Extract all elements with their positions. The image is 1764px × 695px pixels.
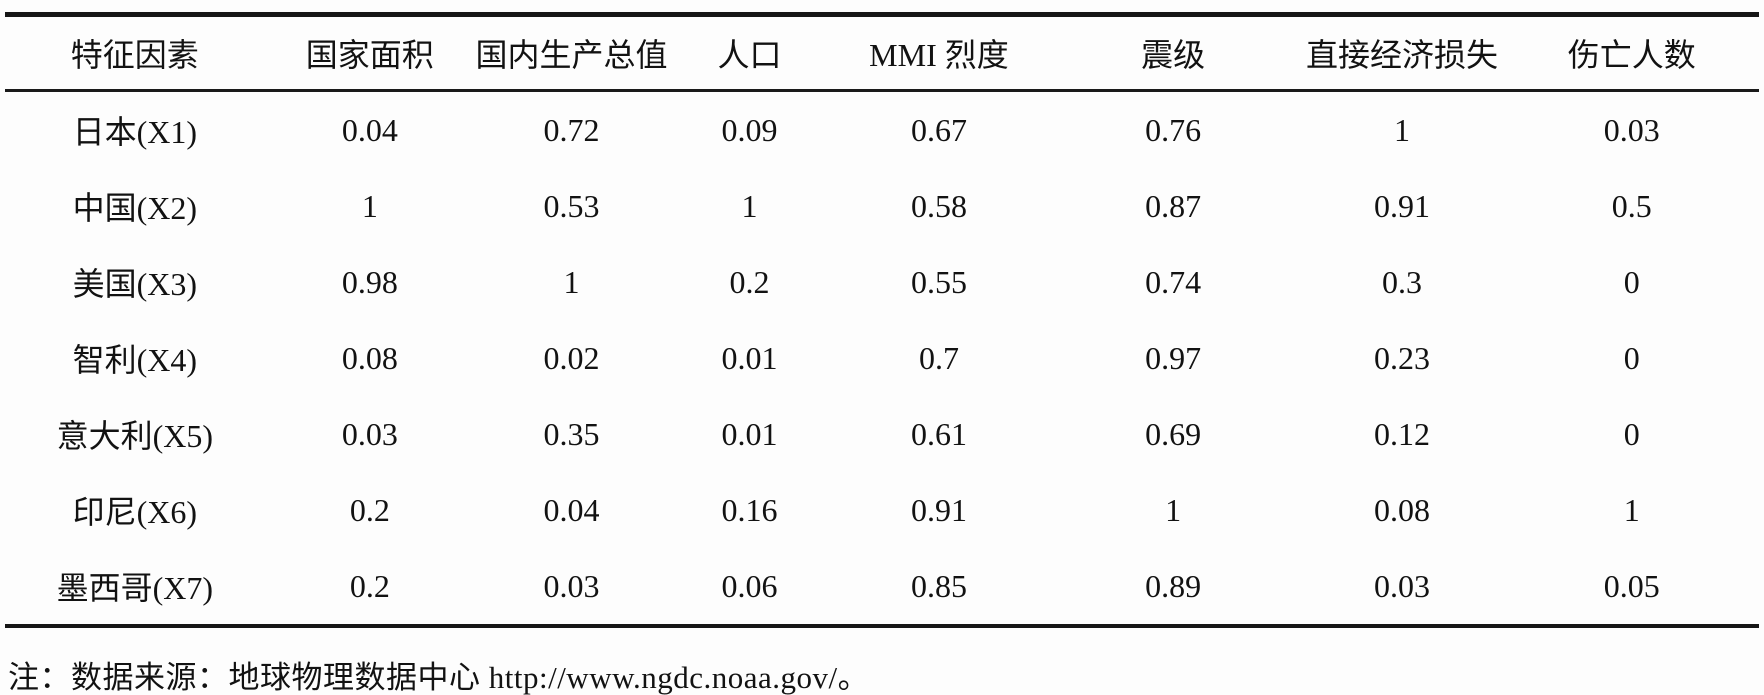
cell-value: 0.03 [1603,111,1660,148]
cell-value: 0.85 [910,567,967,604]
cell-value: 0.98 [341,263,398,300]
cell-value: 0 [1623,339,1640,376]
cell-value: 0.09 [721,111,778,148]
cell-value: 0.05 [1603,567,1660,604]
table-row-japan: 日本(X1) 0.04 0.72 0.09 0.67 0.76 1 0.03 [5,91,1759,169]
row-label: 中国(X2) [72,190,197,226]
cell-value: 0.16 [721,491,778,528]
cell-value: 0.04 [543,491,600,528]
row-label: 印尼(X6) [72,494,197,530]
cell-value: 1 [741,187,758,224]
row-label: 意大利(X5) [56,418,213,454]
cell-value: 0.03 [543,567,600,604]
cell-value: 0.12 [1373,415,1430,452]
cell-value: 0.2 [349,567,390,604]
cell-value: 0.7 [918,339,959,376]
cell-value: 0.74 [1145,263,1202,300]
cell-value: 0.91 [910,491,967,528]
cell-value: 0.87 [1145,187,1202,224]
cell-value: 0.2 [729,263,770,300]
column-header-population: 人口 [667,14,832,92]
cell-value: 0.97 [1145,339,1202,376]
column-header-country-area: 国家面积 [264,14,476,92]
feature-factor-table: 特征因素 国家面积 国内生产总值 人口 MMI 烈度 震级 直接经济损失 伤亡人… [5,12,1759,628]
column-header-mmi-intensity: MMI 烈度 [831,14,1047,92]
cell-value: 0.3 [1381,263,1422,300]
cell-value: 0.69 [1145,415,1202,452]
cell-value: 1 [1623,491,1640,528]
cell-value: 0.53 [543,187,600,224]
cell-value: 0.72 [543,111,600,148]
table-header-row: 特征因素 国家面积 国内生产总值 人口 MMI 烈度 震级 直接经济损失 伤亡人… [5,14,1759,92]
table-row-china: 中国(X2) 1 0.53 1 0.58 0.87 0.91 0.5 [5,168,1759,244]
cell-value: 0.02 [543,339,600,376]
cell-value: 0.23 [1373,339,1430,376]
cell-value: 0.01 [721,339,778,376]
cell-value: 0.08 [341,339,398,376]
cell-value: 0.91 [1373,187,1430,224]
cell-value: 1 [361,187,378,224]
table-row-usa: 美国(X3) 0.98 1 0.2 0.55 0.74 0.3 0 [5,244,1759,320]
cell-value: 1 [563,263,580,300]
cell-value: 0.08 [1373,491,1430,528]
column-header-direct-economic-loss: 直接经济损失 [1299,14,1505,92]
column-header-feature-factor: 特征因素 [5,14,265,92]
cell-value: 0.89 [1145,567,1202,604]
table-row-chile: 智利(X4) 0.08 0.02 0.01 0.7 0.97 0.23 0 [5,320,1759,396]
cell-value: 1 [1165,491,1182,528]
cell-value: 0.2 [349,491,390,528]
column-header-gdp: 国内生产总值 [475,14,668,92]
cell-value: 0.67 [910,111,967,148]
cell-value: 0.01 [721,415,778,452]
cell-value: 0.03 [341,415,398,452]
row-label: 美国(X3) [72,266,197,302]
cell-value: 1 [1393,111,1410,148]
cell-value: 0 [1623,263,1640,300]
cell-value: 0.55 [910,263,967,300]
table-row-italy: 意大利(X5) 0.03 0.35 0.01 0.61 0.69 0.12 0 [5,396,1759,472]
column-header-casualties: 伤亡人数 [1504,14,1759,92]
cell-value: 0.76 [1145,111,1202,148]
cell-value: 0.58 [910,187,967,224]
cell-value: 0.35 [543,415,600,452]
cell-value: 0.5 [1611,187,1652,224]
cell-value: 0.03 [1373,567,1430,604]
cell-value: 0.06 [721,567,778,604]
cell-value: 0.61 [910,415,967,452]
data-source-note: 注：数据来源：地球物理数据中心 http://www.ngdc.noaa.gov… [8,660,870,695]
cell-value: 0 [1623,415,1640,452]
table-row-indonesia: 印尼(X6) 0.2 0.04 0.16 0.91 1 0.08 1 [5,472,1759,548]
column-header-magnitude: 震级 [1046,14,1300,92]
row-label: 智利(X4) [72,342,197,378]
table-row-mexico: 墨西哥(X7) 0.2 0.03 0.06 0.85 0.89 0.03 0.0… [5,548,1759,626]
row-label: 墨西哥(X7) [56,570,213,606]
cell-value: 0.04 [341,111,398,148]
row-label: 日本(X1) [72,114,197,150]
